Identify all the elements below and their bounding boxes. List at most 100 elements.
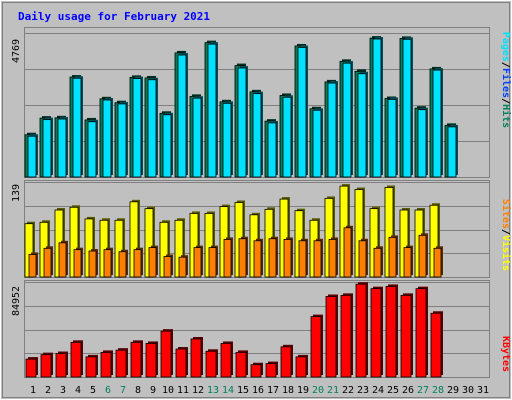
bar-files-day-16 [252, 91, 263, 178]
x-label-day-17: 17 [267, 385, 279, 396]
x-label-day-13: 13 [207, 385, 219, 396]
legend-visits-panel: Sites/Visits [500, 199, 512, 271]
x-label-day-15: 15 [237, 385, 249, 396]
bar-kbytes-day-19 [295, 354, 308, 378]
bar-sites-day-14 [223, 237, 233, 278]
chart-title: Daily usage for February 2021 [18, 10, 210, 23]
bar-sites-day-21 [328, 237, 338, 278]
legend-sep-2: / [500, 98, 511, 104]
legend-sites: Sites [500, 199, 512, 229]
bar-kbytes-day-10 [160, 329, 173, 378]
bar-kbytes-day-15 [235, 350, 248, 378]
x-label-day-8: 8 [135, 385, 141, 396]
bar-files-day-7 [117, 101, 128, 178]
bar-sites-day-3 [58, 240, 68, 278]
bar-files-day-3 [57, 117, 68, 178]
legend-sep-1: / [500, 62, 511, 68]
bar-files-day-2 [42, 117, 53, 178]
bar-sites-day-28 [433, 246, 443, 278]
bar-files-day-18 [282, 95, 293, 178]
x-label-day-11: 11 [177, 385, 189, 396]
x-label-day-25: 25 [387, 385, 399, 396]
bar-files-day-9 [147, 77, 158, 178]
bar-files-day-15 [237, 65, 248, 178]
x-label-day-9: 9 [150, 385, 156, 396]
bar-sites-day-8 [133, 247, 143, 278]
x-label-day-22: 22 [342, 385, 354, 396]
bar-sites-day-4 [73, 247, 83, 278]
bar-sites-day-2 [43, 246, 53, 278]
x-axis-day-labels: 1 2 3 4 5 6 7 8 9 10 11 12 13 14 15 16 17 18 19 20 21 22 23 24 2… [30, 385, 489, 396]
x-label-day-23: 23 [357, 385, 369, 396]
bar-files-day-10 [162, 112, 173, 178]
x-label-day-3: 3 [60, 385, 66, 396]
bar-kbytes-day-18 [280, 344, 293, 378]
bar-files-day-26 [402, 37, 413, 178]
bar-kbytes-day-4 [70, 340, 83, 378]
bar-files-day-20 [312, 108, 323, 178]
bar-sites-day-27 [418, 233, 428, 278]
bar-kbytes-day-24 [370, 286, 383, 378]
x-label-day-16: 16 [252, 385, 264, 396]
bar-sites-day-5 [88, 249, 98, 278]
bar-kbytes-day-20 [310, 314, 323, 378]
bar-kbytes-day-26 [400, 293, 413, 378]
bar-files-day-23 [357, 71, 368, 178]
x-label-day-12: 12 [192, 385, 204, 396]
bar-kbytes-day-25 [385, 284, 398, 378]
bar-sites-day-7 [118, 249, 128, 278]
bar-files-day-6 [102, 98, 113, 178]
bar-kbytes-day-23 [355, 282, 368, 378]
bar-files-day-8 [132, 76, 143, 178]
bar-kbytes-day-13 [205, 349, 218, 378]
x-label-day-28: 28 [432, 385, 444, 396]
legend-kbytes: KBytes [500, 336, 511, 372]
bar-sites-day-24 [373, 246, 383, 278]
x-label-day-5: 5 [90, 385, 96, 396]
x-label-day-21: 21 [327, 385, 339, 396]
bar-sites-day-9 [148, 245, 158, 278]
bar-kbytes-day-17 [265, 361, 278, 378]
bar-files-day-5 [87, 119, 98, 178]
bar-kbytes-day-28 [430, 311, 443, 378]
bar-kbytes-day-14 [220, 341, 233, 378]
legend-pages: Pages [500, 32, 511, 62]
bar-sites-day-25 [388, 235, 398, 278]
bar-files-day-17 [267, 120, 278, 178]
x-label-day-6: 6 [105, 385, 111, 396]
bar-files-day-28 [432, 68, 443, 178]
x-label-day-19: 19 [297, 385, 309, 396]
bar-sites-day-22 [343, 225, 353, 278]
bars [24, 36, 458, 378]
legend-hits: Hits [500, 104, 512, 128]
bar-sites-day-6 [103, 247, 113, 278]
x-label-day-10: 10 [162, 385, 174, 396]
bar-sites-day-12 [193, 245, 203, 278]
bar-kbytes-day-7 [115, 348, 128, 378]
bar-files-day-1 [27, 134, 38, 178]
x-label-day-18: 18 [282, 385, 294, 396]
bar-sites-day-1 [28, 252, 38, 278]
bar-sites-day-10 [163, 254, 173, 278]
bar-kbytes-day-6 [100, 350, 113, 378]
bar-kbytes-day-9 [145, 341, 158, 378]
x-label-day-20: 20 [312, 385, 324, 396]
x-label-day-7: 7 [120, 385, 126, 396]
bar-kbytes-day-11 [175, 347, 188, 378]
bar-files-day-4 [72, 76, 83, 178]
x-label-day-1: 1 [30, 385, 36, 396]
legend-hits-panel: Pages/Files/Hits [500, 32, 512, 128]
panel-kbytes-ymax-label: 84952 [11, 286, 22, 316]
bar-kbytes-day-22 [340, 293, 353, 378]
bar-files-day-25 [387, 97, 398, 178]
bar-sites-day-15 [238, 236, 248, 278]
bar-files-day-21 [327, 81, 338, 178]
bar-files-day-27 [417, 107, 428, 178]
bar-kbytes-day-8 [130, 340, 143, 378]
bar-files-day-12 [192, 96, 203, 178]
legend-visits: Visits [500, 235, 512, 271]
x-label-day-2: 2 [45, 385, 51, 396]
x-label-day-26: 26 [402, 385, 414, 396]
